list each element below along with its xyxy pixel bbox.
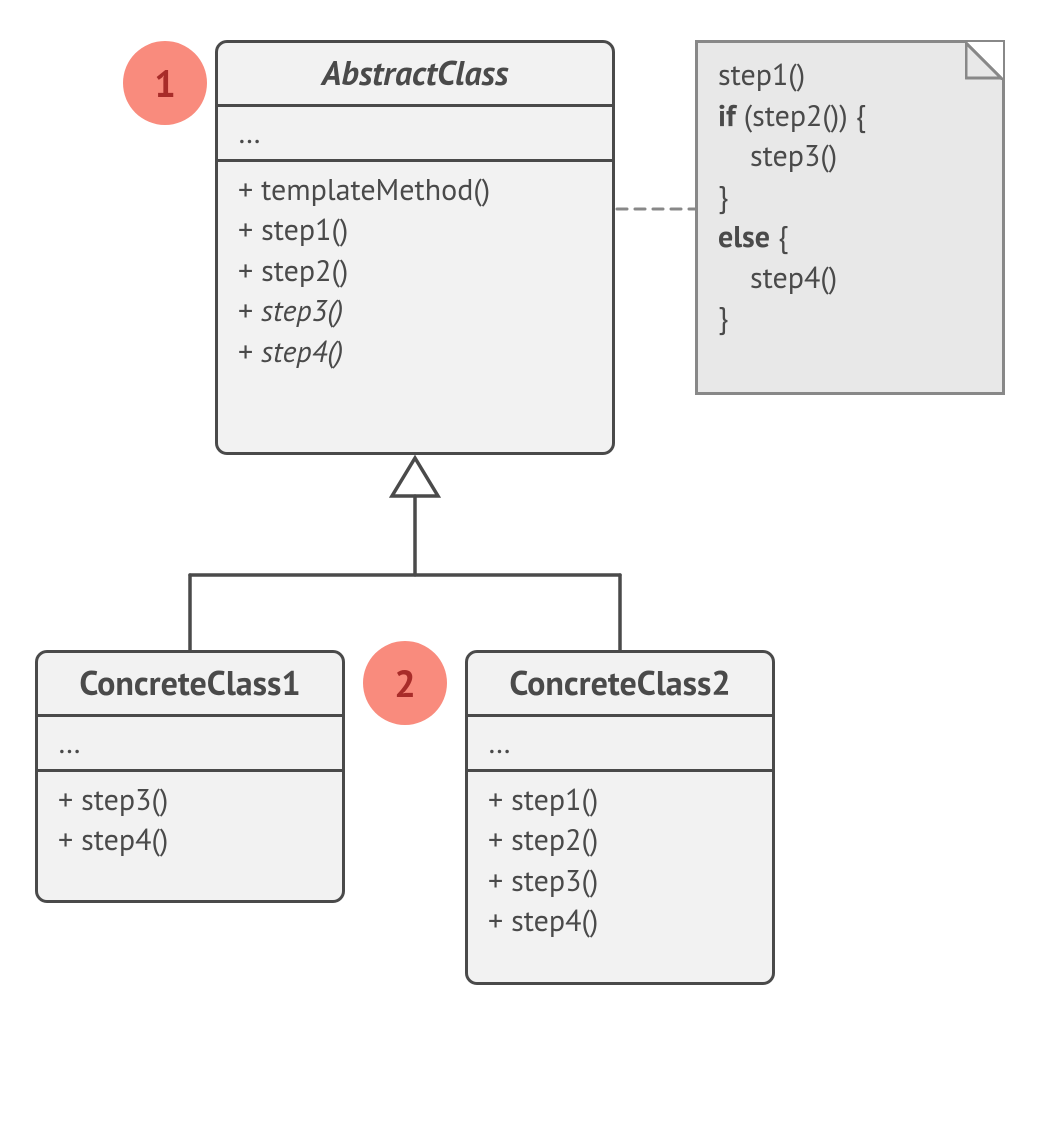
note-line: } [718,177,982,218]
uml-class-title: ConcreteClass1 [38,653,342,717]
uml-method: + templateMethod() [238,170,592,211]
uml-class-title: AbstractClass [218,43,612,107]
uml-note-content: step1()if (step2()) { step3()}else { ste… [698,43,1002,355]
diagram-canvas: AbstractClass…+ templateMethod()+ step1(… [0,0,1050,1140]
uml-method: + step2() [238,251,592,292]
uml-method: + step1() [238,210,592,251]
uml-class-attributes: … [218,107,612,162]
uml-class-concrete1: ConcreteClass1…+ step3()+ step4() [35,650,345,903]
uml-method: + step3() [238,291,592,332]
uml-method: + step4() [58,820,322,861]
uml-method: + step2() [488,820,752,861]
uml-class-attributes: … [38,717,342,772]
note-line: step4() [718,258,982,299]
uml-class-attributes: … [468,717,772,772]
uml-class-concrete2: ConcreteClass2…+ step1()+ step2()+ step3… [465,650,775,985]
uml-method: + step3() [58,780,322,821]
uml-note: step1()if (step2()) { step3()}else { ste… [695,40,1005,395]
uml-method: + step4() [488,901,752,942]
uml-method: + step4() [238,332,592,373]
note-line: step3() [718,136,982,177]
uml-class-methods: + step3()+ step4() [38,772,342,875]
uml-class-methods: + step1()+ step2()+ step3()+ step4() [468,772,772,956]
uml-method: + step3() [488,861,752,902]
uml-class-methods: + templateMethod()+ step1()+ step2()+ st… [218,162,612,387]
note-line: step1() [718,55,982,96]
note-line: else { [718,217,982,258]
badge-1: 1 [123,41,207,125]
badge-2: 2 [363,641,447,725]
note-folded-corner-icon [965,42,1003,80]
uml-method: + step1() [488,780,752,821]
note-line: if (step2()) { [718,96,982,137]
uml-class-title: ConcreteClass2 [468,653,772,717]
uml-class-abstract: AbstractClass…+ templateMethod()+ step1(… [215,40,615,455]
note-line: } [718,298,982,339]
